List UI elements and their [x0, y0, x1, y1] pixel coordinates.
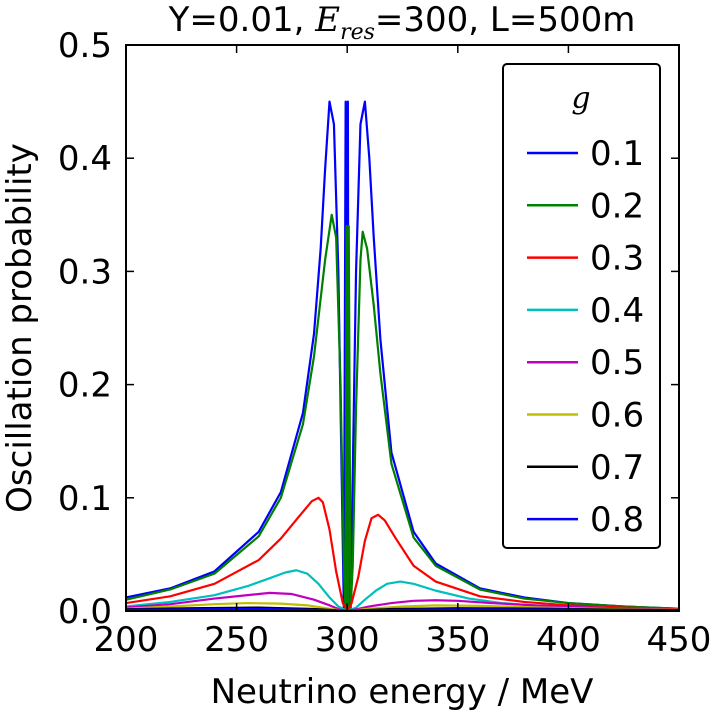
- legend-label: 0.4: [590, 291, 644, 331]
- chart-title: Y=0.01, Eres=300, L=500m: [168, 0, 636, 45]
- legend-title: g: [571, 81, 590, 116]
- legend-label: 0.7: [590, 448, 644, 488]
- series-line-g-0-3: [126, 496, 679, 611]
- legend-label: 0.6: [590, 396, 644, 436]
- y-axis: 0.0 0.1 0.2 0.3 0.4 0.5: [58, 26, 679, 632]
- y-tick-label: 0.3: [58, 252, 112, 292]
- y-tick-label: 0.5: [58, 26, 112, 66]
- x-tick-label: 250: [204, 620, 269, 660]
- y-tick-label: 0.0: [58, 592, 112, 632]
- y-axis-label: Oscillation probability: [0, 143, 40, 513]
- plot-frame: [125, 44, 680, 612]
- legend: g 0.1 0.2 0.3 0.4 0.5 0.6 0.7 0.8: [502, 63, 661, 549]
- x-tick-label: 350: [425, 620, 490, 660]
- title-prefix: Y=0.01,: [168, 0, 316, 40]
- x-tick-label: 300: [315, 620, 380, 660]
- legend-label: 0.5: [590, 343, 644, 383]
- legend-label: 0.8: [590, 500, 644, 540]
- x-axis: 200 250 300 350 400 450: [94, 45, 712, 660]
- x-tick-label: 200: [94, 620, 159, 660]
- legend-label: 0.2: [590, 186, 644, 226]
- legend-label: 0.1: [590, 134, 644, 174]
- title-subscript: res: [340, 20, 375, 45]
- legend-label: 0.3: [590, 239, 644, 279]
- x-tick-label: 400: [536, 620, 601, 660]
- title-suffix: =300, L=500m: [375, 0, 635, 40]
- series-line-g-0-1: [126, 100, 679, 611]
- title-symbol: E: [314, 0, 340, 40]
- y-tick-label: 0.4: [58, 139, 112, 179]
- legend-box: [502, 63, 661, 549]
- x-axis-label: Neutrino energy / MeV: [211, 672, 594, 712]
- x-tick-label: 450: [647, 620, 712, 660]
- y-tick-label: 0.2: [58, 366, 112, 406]
- y-tick-label: 0.1: [58, 479, 112, 519]
- series-line-g-0-2: [126, 213, 679, 611]
